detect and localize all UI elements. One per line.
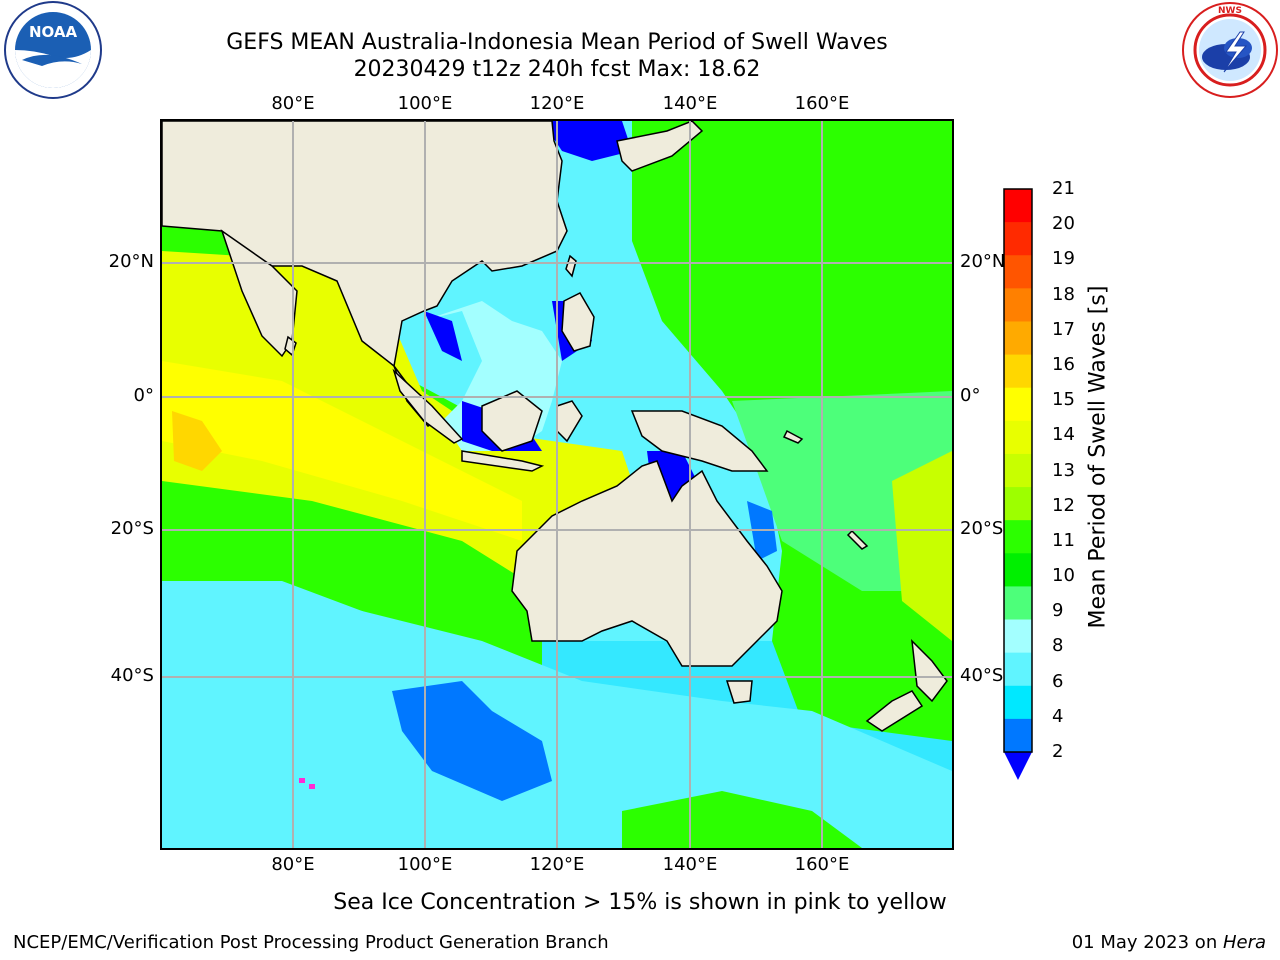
colorbar-label: Mean Period of Swell Waves [s] — [1085, 285, 1111, 629]
colorbar-swatch — [1004, 288, 1032, 322]
colorbar-swatch — [1004, 520, 1032, 554]
lat-tick-right-40s: 40°S — [960, 665, 1004, 686]
footer-date: 01 May 2023 on Hera — [1072, 932, 1266, 953]
lon-tick-top-160e: 160°E — [794, 93, 850, 114]
colorbar-tick-label: 4 — [1052, 705, 1064, 727]
sumatra — [392, 368, 464, 444]
colorbar-border — [1003, 188, 1033, 753]
noaa-logo: NOAA — [4, 1, 102, 99]
colorbar-swatch — [1004, 619, 1032, 654]
colorbar-swatch — [1004, 387, 1032, 422]
svg-text:NWS: NWS — [1218, 6, 1242, 16]
colorbar-extend-arrow — [1004, 752, 1032, 780]
gulf-thailand-blue — [424, 311, 462, 361]
tasmania — [725, 680, 753, 704]
colorbar-tick-label: 6 — [1052, 670, 1064, 692]
southern-green-patch — [622, 791, 862, 848]
indian-orange-patch — [172, 411, 222, 471]
colorbar-swatch — [1004, 255, 1032, 289]
lat-tick-left-40s: 40°S — [110, 665, 154, 686]
swell-period-map — [162, 121, 952, 848]
colorbar-tick-label: 14 — [1052, 424, 1075, 446]
colorbar-swatches — [1004, 189, 1032, 753]
sea-ice-mark — [299, 778, 305, 783]
solomon-islands — [782, 429, 804, 444]
java — [461, 450, 545, 472]
japan-sea-blue — [542, 121, 632, 161]
indian-yellow-core — [162, 361, 522, 541]
sea-ice-mark — [309, 784, 315, 789]
colorbar-tick-label: 20 — [1052, 213, 1075, 235]
footer-date-text: 01 May 2023 on — [1071, 932, 1223, 953]
noaa-logo-text: NOAA — [29, 23, 78, 41]
new-zealand-south — [865, 690, 924, 732]
japan — [616, 121, 704, 172]
taiwan — [565, 254, 577, 278]
map-panel — [160, 119, 954, 850]
lon-tick-bottom-80e: 80°E — [271, 854, 315, 875]
lat-tick-left-0: 0° — [133, 385, 154, 406]
footer-organization: NCEP/EMC/Verification Post Processing Pr… — [13, 932, 609, 953]
colorbar-tick-label: 17 — [1052, 318, 1075, 340]
colorbar-swatch — [1004, 420, 1032, 455]
philippines — [561, 292, 595, 352]
chart-subtitle: 20230429 t12z 240h fcst Max: 18.62 — [353, 57, 761, 82]
lon-tick-bottom-160e: 160°E — [794, 854, 850, 875]
lon-tick-top-80e: 80°E — [271, 93, 315, 114]
map-gridlines — [162, 121, 952, 848]
colorbar-tick-label: 10 — [1052, 565, 1075, 587]
colorbar-tick-label: 19 — [1052, 248, 1075, 270]
colorbar-tick-label: 13 — [1052, 459, 1075, 481]
colorbar-swatch — [1004, 586, 1032, 621]
national-weather-service-logo: NWS — [1182, 2, 1278, 98]
lon-tick-top-140e: 140°E — [662, 93, 718, 114]
chart-title: GEFS MEAN Australia-Indonesia Mean Perio… — [226, 30, 888, 55]
land-masses — [162, 121, 948, 732]
colorbar-swatch — [1004, 453, 1032, 488]
lon-tick-bottom-140e: 140°E — [662, 854, 718, 875]
borneo — [481, 390, 543, 452]
lon-tick-bottom-120e: 120°E — [529, 854, 585, 875]
lat-tick-right-20n: 20°N — [960, 251, 1006, 272]
colorbar-swatch — [1004, 321, 1032, 356]
lon-tick-top-100e: 100°E — [397, 93, 453, 114]
sea-ice-note: Sea Ice Concentration > 15% is shown in … — [333, 890, 947, 915]
colorbar-tick-label: 8 — [1052, 635, 1064, 657]
colorbar-tick-label: 15 — [1052, 389, 1075, 411]
colorbar-tick-label: 2 — [1052, 741, 1064, 762]
colorbar-swatch — [1004, 553, 1032, 587]
lon-tick-top-120e: 120°E — [529, 93, 585, 114]
colorbar — [1003, 188, 1033, 780]
colorbar-tick-label: 16 — [1052, 353, 1075, 375]
lat-tick-right-20s: 20°S — [960, 518, 1004, 539]
lat-tick-left-20n: 20°N — [108, 251, 154, 272]
colorbar-swatch — [1004, 652, 1032, 687]
colorbar-swatch — [1004, 222, 1032, 256]
colorbar-tick-label: 18 — [1052, 283, 1075, 305]
footer-host: Hera — [1222, 932, 1266, 953]
colorbar-swatch — [1004, 685, 1032, 720]
new-zealand-north — [911, 638, 948, 703]
new-caledonia — [846, 529, 869, 550]
colorbar-tick-label: 9 — [1052, 600, 1064, 622]
tasman-yellowgreen-zone — [892, 451, 952, 641]
colorbar-tick-label: 12 — [1052, 494, 1075, 516]
colorbar-swatch — [1004, 189, 1032, 223]
lon-tick-bottom-100e: 100°E — [397, 854, 453, 875]
colorbar-tick-label: 11 — [1052, 529, 1075, 551]
colorbar-swatch — [1004, 718, 1032, 753]
australia — [511, 460, 783, 667]
lat-tick-left-20s: 20°S — [110, 518, 154, 539]
lat-tick-right-0: 0° — [960, 385, 981, 406]
new-guinea — [630, 410, 769, 472]
colorbar-tick-label: 21 — [1052, 178, 1075, 199]
colorbar-swatch — [1004, 487, 1032, 521]
southern-blue-patch — [392, 681, 552, 801]
colorbar-swatch — [1004, 354, 1032, 389]
